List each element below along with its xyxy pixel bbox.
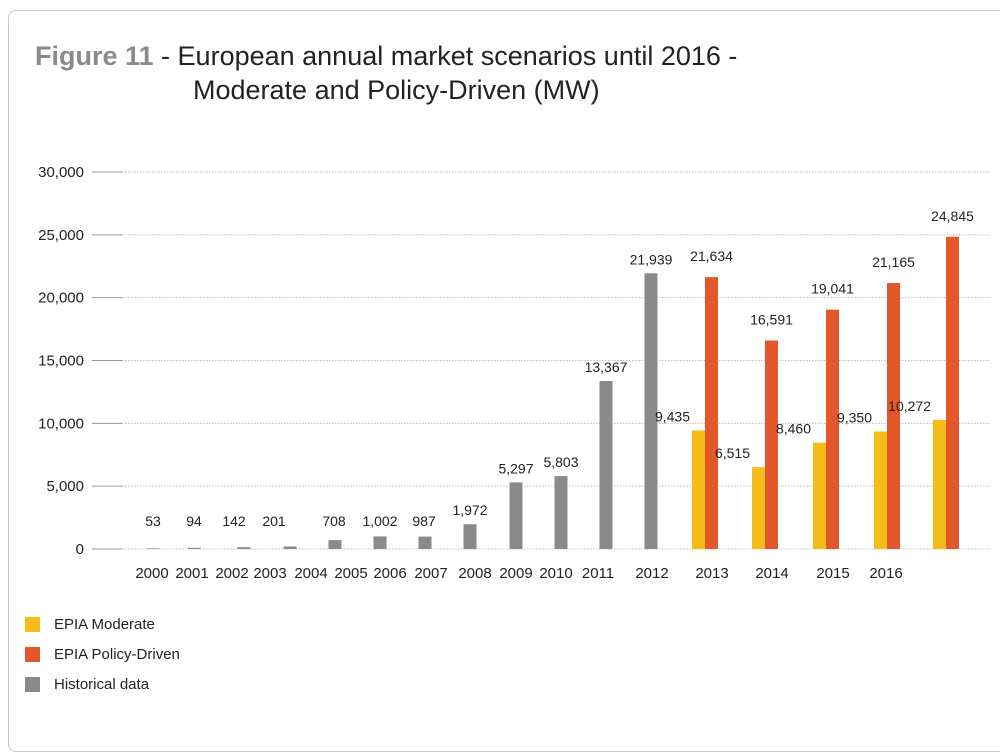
x-tick-label: 2013 — [695, 565, 728, 582]
bar-historical — [237, 547, 251, 549]
data-label-historical: 5,803 — [543, 454, 578, 470]
bar-moderate — [874, 431, 887, 549]
data-label-historical: 201 — [262, 513, 286, 529]
data-label-historical: 142 — [222, 513, 246, 529]
data-label-policy: 21,165 — [872, 254, 915, 270]
y-tick-label: 15,000 — [38, 353, 84, 370]
legend-label-policy: EPIA Policy-Driven — [54, 646, 180, 663]
y-tick-label: 0 — [76, 541, 84, 558]
legend-item-moderate: EPIA Moderate — [25, 614, 180, 635]
bar-historical — [418, 536, 432, 549]
chart-title: Figure 11 - European annual market scena… — [35, 39, 737, 107]
bar-historical — [283, 546, 297, 549]
x-tick-label: 2005 — [334, 565, 367, 582]
data-label-moderate: 9,435 — [655, 408, 690, 424]
x-tick-label: 2002 — [215, 565, 248, 582]
data-label-historical: 53 — [145, 513, 161, 529]
x-tick-label: 2001 — [175, 565, 208, 582]
x-tick-label: 2011 — [582, 565, 614, 582]
bar-policy — [705, 277, 718, 549]
bar-historical — [644, 273, 658, 549]
data-label-historical: 94 — [186, 513, 202, 529]
bar-historical — [146, 548, 160, 549]
legend-item-policy: EPIA Policy-Driven — [25, 644, 180, 665]
data-label-historical: 1,002 — [362, 513, 397, 529]
x-tick-label: 2015 — [816, 565, 849, 582]
data-label-historical: 5,297 — [498, 460, 533, 476]
bar-policy — [946, 236, 959, 549]
legend-swatch-historical — [25, 677, 40, 692]
x-tick-label: 2009 — [499, 565, 532, 582]
bar-historical — [328, 540, 342, 549]
bar-historical — [373, 536, 387, 549]
x-tick-label: 2010 — [539, 565, 572, 582]
data-label-moderate: 8,460 — [776, 421, 811, 437]
data-label-historical: 1,972 — [452, 502, 487, 518]
y-tick-label: 20,000 — [38, 290, 84, 307]
data-label-moderate: 6,515 — [715, 445, 750, 461]
figure-label: Figure 11 — [35, 41, 154, 71]
bar-moderate — [752, 467, 765, 549]
y-tick-label: 25,000 — [38, 227, 84, 244]
bar-policy — [826, 309, 839, 549]
data-label-moderate: 10,272 — [888, 398, 931, 414]
legend-swatch-moderate — [25, 617, 40, 632]
y-tick-label: 10,000 — [38, 415, 84, 432]
legend-label-historical: Historical data — [54, 676, 150, 693]
data-label-policy: 24,845 — [931, 208, 974, 224]
bar-historical — [187, 547, 201, 549]
x-tick-label: 2003 — [253, 565, 286, 582]
data-label-policy: 19,041 — [811, 281, 854, 297]
x-tick-label: 2008 — [458, 565, 491, 582]
x-tick-label: 2016 — [869, 565, 902, 582]
x-tick-label: 2004 — [294, 565, 327, 582]
data-label-historical: 13,367 — [585, 359, 628, 375]
x-tick-label: 2006 — [373, 565, 406, 582]
x-tick-label: 2012 — [635, 565, 668, 582]
x-tick-label: 2014 — [755, 565, 788, 582]
bar-moderate — [692, 430, 705, 549]
bar-historical — [599, 381, 613, 549]
bar-historical — [509, 482, 523, 549]
data-label-historical: 21,939 — [630, 251, 673, 267]
legend: EPIA Moderate EPIA Policy-Driven Histori… — [25, 614, 180, 704]
data-label-historical: 708 — [322, 513, 346, 529]
bar-moderate — [813, 442, 826, 549]
y-tick-label: 5,000 — [46, 478, 84, 495]
legend-swatch-policy — [25, 647, 40, 662]
bar-chart: 0 5,000 10,000 15,000 20,000 25,000 30,000 2000… — [38, 164, 990, 582]
data-label-policy: 16,591 — [750, 312, 793, 328]
data-label-moderate: 9,350 — [837, 410, 872, 426]
legend-item-historical: Historical data — [25, 674, 180, 695]
bar-policy — [765, 340, 778, 549]
title-line-1: European annual market scenarios until 2… — [177, 41, 738, 71]
bar-historical — [463, 524, 477, 549]
x-tick-label: 2007 — [414, 565, 447, 582]
bar-historical — [554, 476, 568, 549]
bar-policy — [887, 283, 900, 549]
title-separator: - — [153, 41, 178, 71]
data-label-historical: 987 — [412, 513, 436, 529]
x-tick-label: 2000 — [135, 565, 168, 582]
title-line-2: Moderate and Policy-Driven (MW) — [193, 75, 600, 105]
data-label-policy: 21,634 — [690, 248, 733, 264]
legend-label-moderate: EPIA Moderate — [54, 616, 155, 633]
bar-moderate — [933, 419, 946, 549]
y-tick-label: 30,000 — [38, 164, 84, 181]
